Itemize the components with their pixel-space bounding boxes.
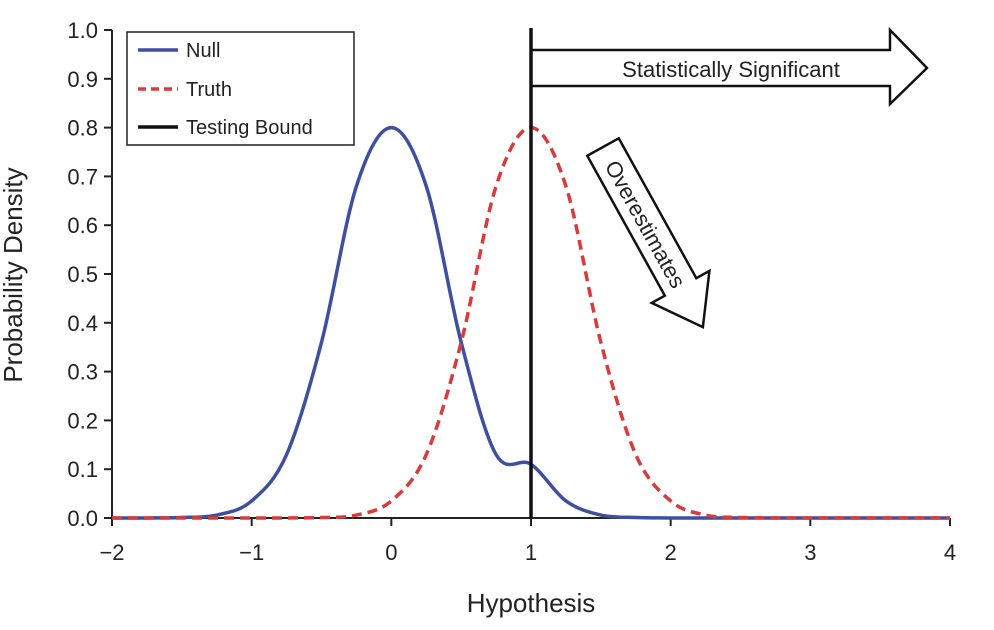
legend-label-testing-bound: Testing Bound: [186, 117, 313, 139]
x-axis-title: Hypothesis: [467, 588, 596, 618]
x-tick-label: 1: [525, 540, 537, 565]
y-tick-label: 0.7: [67, 164, 98, 189]
y-tick-label: 0.5: [67, 262, 98, 287]
y-tick-label: 0.2: [67, 408, 98, 433]
statistically-significant-arrow-shape: [529, 26, 929, 107]
statistically-significant-arrow: Statistically Significant: [529, 26, 929, 107]
y-axis-title: Probability Density: [0, 167, 28, 382]
x-ticks: −2 −1 0 1 2 3 4: [99, 518, 956, 565]
x-tick-label: 0: [385, 540, 397, 565]
y-tick-label: 1.0: [67, 18, 98, 43]
legend-label-truth: Truth: [186, 79, 232, 101]
series-line-null: [111, 125, 950, 520]
x-tick-label: 4: [944, 540, 956, 565]
y-tick-label: 0.1: [67, 457, 98, 482]
statistically-significant-label: Statistically Significant: [622, 57, 840, 82]
y-tick-label: 0.6: [67, 213, 98, 238]
overestimates-arrow-shape: [585, 136, 711, 330]
legend-label-null: Null: [186, 40, 220, 62]
y-tick-label: 0.0: [67, 506, 98, 531]
y-tick-label: 0.3: [67, 360, 98, 385]
y-tick-label: 0.4: [67, 311, 98, 336]
y-ticks: 0.0 0.1 0.2 0.3 0.4 0.5 0.6 0.7 0.8 0.9 1.0: [67, 18, 112, 531]
x-tick-label: 2: [665, 540, 677, 565]
x-tick-label: 3: [804, 540, 816, 565]
x-tick-label: −2: [99, 540, 124, 565]
legend: Null Truth Testing Bound: [126, 31, 355, 146]
overestimates-arrow: Overestimates: [585, 136, 711, 330]
y-tick-label: 0.9: [67, 67, 98, 92]
y-tick-label: 0.8: [67, 116, 98, 141]
overestimates-label: Overestimates: [600, 156, 691, 292]
x-tick-label: −1: [239, 540, 264, 565]
